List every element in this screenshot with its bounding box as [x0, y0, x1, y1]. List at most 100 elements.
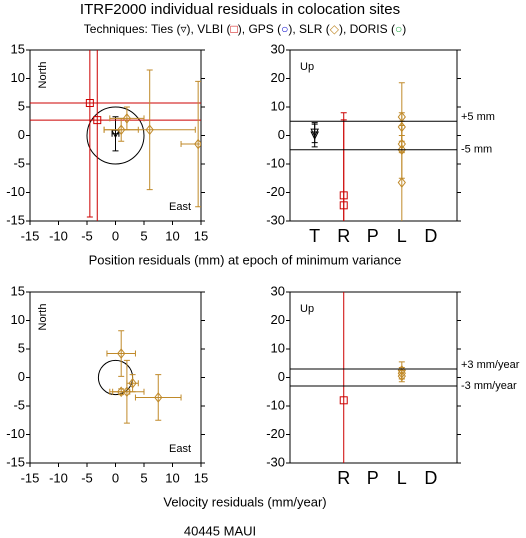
- subtitle-part: ): [402, 22, 406, 36]
- y-tick-label: -30: [266, 212, 285, 227]
- reference-label: -5 mm: [461, 144, 492, 156]
- point: [339, 396, 348, 405]
- x-tick-label: 0: [112, 470, 119, 485]
- category-label: L: [397, 226, 407, 246]
- category-label: P: [367, 468, 379, 488]
- footer: 40445 MAUI: [184, 523, 256, 538]
- x-tick-label: 0: [112, 228, 119, 243]
- y-tick-label: 0: [18, 127, 25, 142]
- error-bar: [340, 119, 347, 221]
- x-tick-label: -15: [21, 470, 40, 485]
- up-label: Up: [300, 61, 314, 73]
- subtitle-part: ), DORIS (: [339, 22, 395, 36]
- x-tick-label: 5: [140, 228, 147, 243]
- up-label: Up: [300, 303, 314, 315]
- y-tick-label: 10: [11, 70, 25, 85]
- x-error-bar: [134, 394, 182, 401]
- subtitle-part: ○: [281, 22, 288, 36]
- x-tick-label: -10: [49, 228, 68, 243]
- y-tick-label: 10: [271, 340, 285, 355]
- subtitle-part: ○: [395, 22, 402, 36]
- tolerance-circle: [97, 359, 134, 396]
- x-tick-label: 10: [165, 470, 179, 485]
- east-label: East: [169, 201, 191, 213]
- subtitle-part: ◇: [330, 22, 340, 36]
- y-tick-label: 20: [271, 70, 285, 85]
- point: [145, 124, 154, 136]
- category-label: T: [309, 226, 320, 246]
- x-error-bar: [106, 350, 136, 357]
- y-tick-label: -10: [266, 397, 285, 412]
- y-tick-label: 5: [18, 98, 25, 113]
- x-tick-label: 15: [194, 228, 208, 243]
- category-label: D: [424, 226, 437, 246]
- y-tick-label: 30: [271, 283, 285, 298]
- y-tick-label: -10: [266, 155, 285, 170]
- y-tick-label: -5: [13, 155, 25, 170]
- error-bar: [311, 122, 318, 144]
- y-tick-label: -5: [13, 397, 25, 412]
- point: [117, 386, 126, 398]
- reference-label: +5 mm: [461, 111, 495, 123]
- plot-area: [310, 82, 406, 221]
- x-tick-label: -15: [21, 228, 40, 243]
- x-tick-label: 15: [194, 470, 208, 485]
- point: [122, 113, 132, 124]
- point: [128, 377, 137, 389]
- x-tick-label: 10: [165, 228, 179, 243]
- subtitle-part: ), SLR (: [288, 22, 329, 36]
- y-tick-label: 30: [271, 41, 285, 56]
- y-tick-label: 10: [271, 98, 285, 113]
- x-axis-label: Velocity residuals (mm/year): [163, 494, 326, 509]
- subtitle-part: ▿: [181, 22, 187, 36]
- error-bar: [398, 125, 405, 221]
- y-tick-label: -20: [266, 184, 285, 199]
- plot-frame: [29, 291, 202, 464]
- y-tick-label: -10: [6, 426, 25, 441]
- y-tick-label: 0: [278, 369, 285, 384]
- point: [93, 116, 102, 125]
- y-tick-label: -10: [6, 184, 25, 199]
- y-tick-label: 10: [11, 312, 25, 327]
- y-tick-label: -15: [6, 212, 25, 227]
- plot-frame: [289, 291, 458, 464]
- x-error-bar: [30, 102, 201, 104]
- chart-subtitle: Techniques: Ties (▿), VLBI (□), GPS (○),…: [84, 22, 406, 36]
- x-error-bar: [180, 141, 201, 148]
- x-error-bar: [109, 115, 145, 122]
- y-tick-label: 15: [11, 283, 25, 298]
- point: [122, 386, 132, 398]
- y-tick-label: 15: [11, 41, 25, 56]
- error-bar: [343, 292, 345, 463]
- point: [154, 392, 163, 403]
- category-label: L: [397, 468, 407, 488]
- point: [310, 128, 319, 138]
- point: [339, 201, 348, 210]
- plot-area: [97, 330, 182, 424]
- point: [85, 99, 94, 108]
- point: [117, 124, 126, 136]
- y-tick-label: 0: [18, 369, 25, 384]
- x-tick-label: -5: [81, 470, 93, 485]
- point: [397, 370, 406, 382]
- x-tick-label: 5: [140, 470, 147, 485]
- x-tick-label: -10: [49, 470, 68, 485]
- y-tick-label: 0: [278, 127, 285, 142]
- x-tick-label: -5: [81, 228, 93, 243]
- x-error-bar: [109, 388, 145, 395]
- plot-area: [30, 50, 201, 221]
- y-tick-label: -30: [266, 454, 285, 469]
- y-tick-label: 20: [271, 312, 285, 327]
- east-label: East: [169, 443, 191, 455]
- subtitle-part: □: [231, 22, 238, 36]
- category-label: R: [337, 226, 350, 246]
- tolerance-circle: [86, 106, 145, 165]
- y-tick-label: -20: [266, 426, 285, 441]
- y-tick-label: -15: [6, 454, 25, 469]
- x-error-bar: [30, 119, 201, 121]
- point: [194, 138, 201, 150]
- subtitle-part: ), VLBI (: [187, 22, 231, 36]
- point: [117, 348, 126, 359]
- category-label: R: [337, 468, 350, 488]
